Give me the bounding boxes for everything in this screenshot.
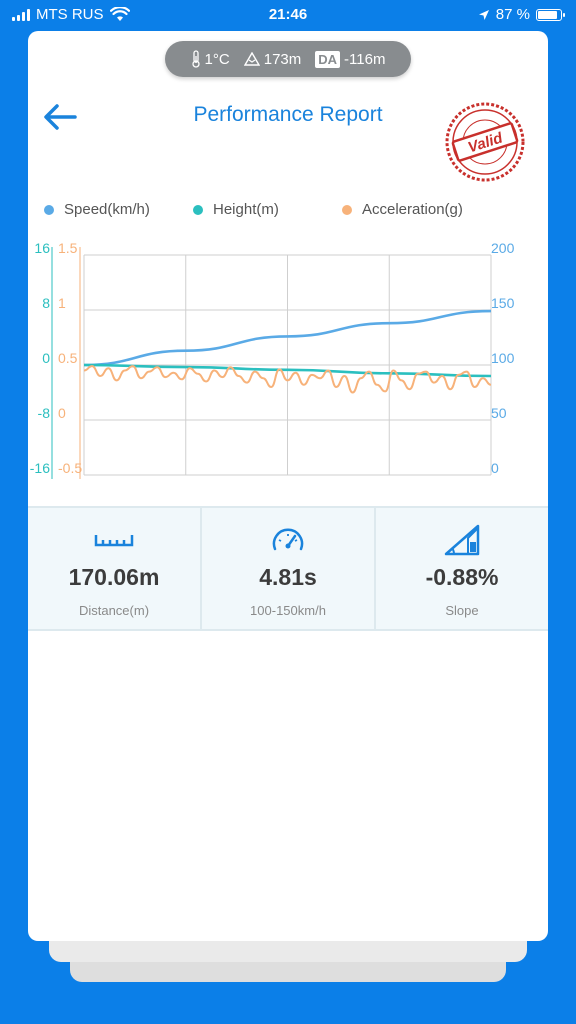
density-altitude-badge: DA [315, 50, 341, 68]
legend-dot-height [193, 204, 203, 215]
legend-dot-speed [44, 204, 54, 215]
legend-label-acceleration: Acceleration(g) [362, 201, 463, 218]
stat-acceleration-time: 4.81s 100-150km/h [202, 508, 376, 629]
acceleration-axis-tick-label: 1.5 [58, 240, 78, 256]
slope-value: -0.88% [425, 564, 499, 590]
page-title: Performance Report [193, 103, 383, 126]
stat-distance: 170.06m Distance(m) [28, 508, 202, 629]
speedometer-icon [272, 528, 304, 551]
legend-label-height: Height(m) [213, 201, 279, 218]
location-arrow-icon [478, 9, 489, 20]
temperature-value: 1°C [204, 50, 230, 68]
speed-axis-tick-label: 100 [491, 350, 515, 366]
distance-value: 170.06m [68, 564, 160, 590]
card-stack-shadow-front [49, 940, 527, 962]
wifi-icon [109, 7, 130, 21]
density-altitude-value: -116m [344, 50, 386, 68]
speed-axis-tick-label: 50 [491, 405, 507, 421]
performance-report-card: 1°C 173m DA -116m Performance Report Val… [28, 31, 548, 941]
height-series-line [83, 363, 492, 378]
clock: 21:46 [268, 6, 308, 23]
stats-panel: 170.06m Distance(m) 4.81s 100-150km/h -0… [28, 506, 548, 631]
card-stack-shadow-back [70, 960, 506, 982]
acceleration-axis-tick-label: -0.5 [58, 460, 82, 476]
slope-icon [444, 524, 480, 556]
ruler-icon [94, 535, 134, 547]
conditions-pill: 1°C 173m DA -116m [165, 41, 411, 77]
legend-entry-height: Height(m) [193, 201, 279, 218]
thermometer-icon [191, 50, 200, 68]
back-arrow-icon [44, 104, 77, 130]
status-bar: MTS RUS 21:46 87 % [0, 0, 576, 30]
back-button[interactable] [40, 99, 80, 135]
performance-chart: 16 8 0 -8 -16 1.5 1 0.5 0 -0.5 200 150 100 50 0 [30, 240, 515, 479]
legend-dot-acceleration [342, 204, 352, 215]
acceleration-time-label: 100-150km/h [250, 603, 326, 618]
acceleration-axis-tick-label: 1 [58, 295, 66, 311]
mountain-icon [243, 52, 260, 66]
height-axis-tick-label: 8 [42, 295, 50, 311]
stat-slope: -0.88% Slope [376, 508, 548, 629]
legend-entry-speed: Speed(km/h) [44, 201, 150, 218]
altitude-value: 173m [263, 50, 302, 68]
acceleration-axis-tick-label: 0.5 [58, 350, 78, 366]
speed-axis-tick-label: 150 [491, 295, 515, 311]
legend-entry-acceleration: Acceleration(g) [342, 201, 463, 218]
speed-axis-tick-label: 200 [491, 240, 515, 256]
acceleration-time-value: 4.81s [259, 564, 317, 590]
speed-axis-tick-label: 0 [491, 460, 499, 476]
distance-label: Distance(m) [78, 603, 150, 618]
legend-label-speed: Speed(km/h) [64, 201, 150, 218]
height-axis-tick-label: 16 [34, 240, 50, 256]
acceleration-axis-tick-label: 0 [58, 405, 66, 421]
height-axis-tick-label: -16 [30, 460, 50, 476]
slope-label: Slope [445, 603, 479, 618]
height-axis-tick-label: -8 [38, 405, 51, 421]
battery-icon [536, 8, 565, 21]
cellular-signal-icon [12, 8, 30, 21]
acceleration-series-line [83, 365, 492, 394]
speed-series-line [83, 309, 492, 367]
battery-percent: 87 % [495, 6, 530, 23]
valid-stamp: Valid [445, 102, 525, 182]
height-axis-tick-label: 0 [42, 350, 50, 366]
carrier-name: MTS RUS [36, 6, 104, 23]
